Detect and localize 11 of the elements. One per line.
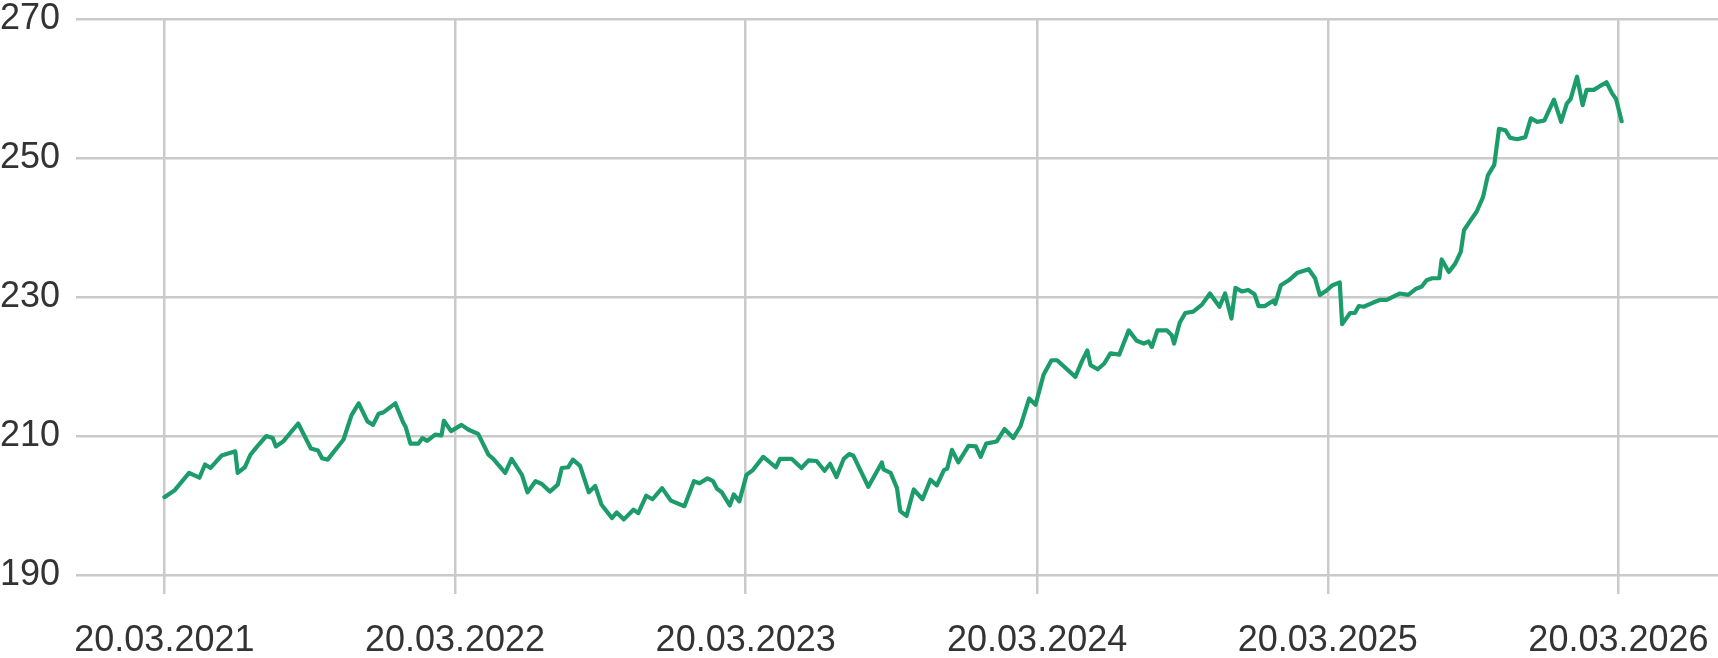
y-tick-label: 230: [0, 273, 60, 315]
x-tick-label: 20.03.2021: [74, 617, 255, 658]
x-tick-label: 20.03.2022: [364, 617, 546, 658]
y-tick-label: 190: [0, 551, 60, 593]
y-tick-label: 270: [0, 0, 60, 37]
x-tick-label: 20.03.2026: [1528, 617, 1709, 658]
x-tick-label: 20.03.2023: [655, 617, 836, 658]
x-tick-label: 20.03.2025: [1237, 617, 1418, 658]
x-tick-label: 20.03.2024: [947, 617, 1128, 658]
y-tick-label: 250: [0, 134, 60, 176]
y-tick-label: 210: [0, 412, 60, 454]
